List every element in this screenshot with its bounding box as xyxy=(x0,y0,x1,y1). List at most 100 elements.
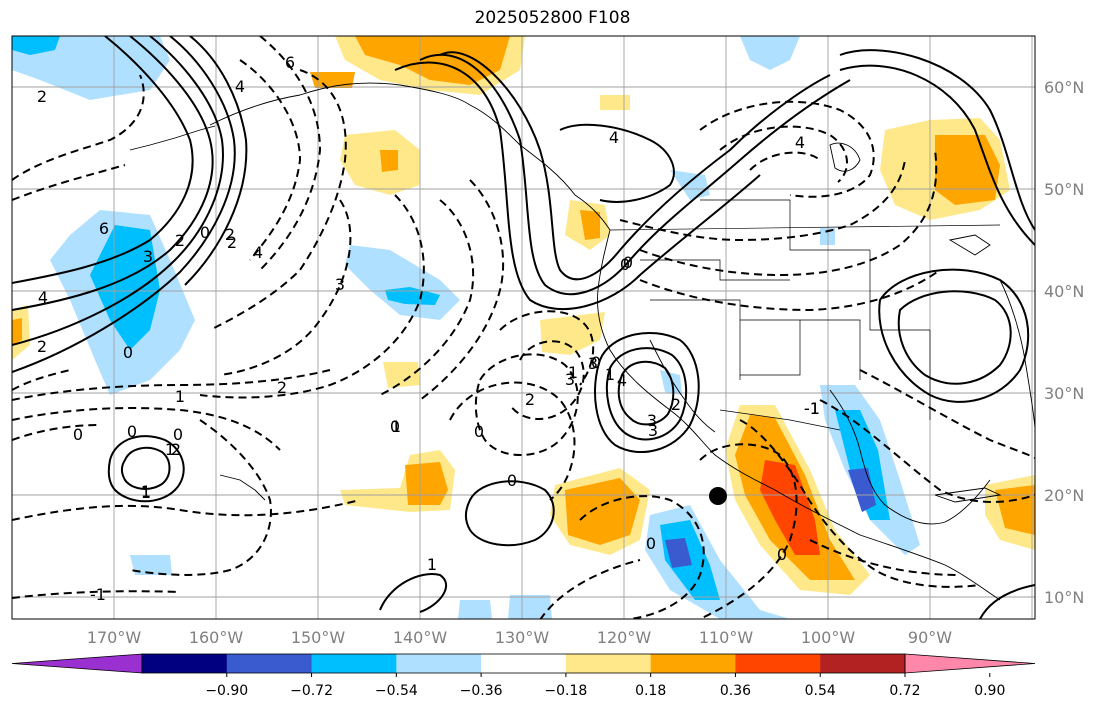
alaska-coast xyxy=(209,82,611,231)
pos-shade-coast-core xyxy=(580,210,600,240)
contour-label: 4 xyxy=(609,128,619,147)
neg-shade-canada xyxy=(670,170,710,200)
colorbar-label: −0.72 xyxy=(290,683,333,699)
contour-label: 2 xyxy=(671,395,681,414)
great-lakes xyxy=(948,234,991,256)
map-area xyxy=(12,36,1035,619)
pos-shade-small xyxy=(600,95,630,110)
contour-label: 0 xyxy=(623,253,633,272)
map-title: 2025052800 F108 xyxy=(474,8,631,28)
neg-shade-central xyxy=(345,245,460,320)
colorbar-label: −0.36 xyxy=(460,683,503,699)
contour-label: 6 xyxy=(99,219,109,238)
contour-label: 1 xyxy=(427,555,437,574)
contour-label: 1 xyxy=(605,365,615,384)
baja-peninsula xyxy=(649,339,716,433)
contour-label: 0 xyxy=(123,343,133,362)
pos-shade-mexico-strong xyxy=(760,460,820,555)
contour-label: 0 xyxy=(646,534,656,553)
longitude-labels: 170°W 160°W 150°W 140°W 130°W 120°W 110°… xyxy=(87,628,952,647)
contour-label: 2 xyxy=(37,337,47,356)
contour-label: 1 xyxy=(141,483,151,502)
neg-shade-gulf-mid xyxy=(835,410,890,520)
storm-marker xyxy=(709,487,727,505)
colorbar-label: 0.18 xyxy=(635,683,666,699)
contour-label: 1 xyxy=(568,363,578,382)
pacific-coast xyxy=(597,229,1001,601)
neg-shade-small-2 xyxy=(458,600,492,619)
lon-label: 100°W xyxy=(801,628,856,647)
colorbar-segment xyxy=(735,654,821,673)
contour-label: 0 xyxy=(127,422,137,441)
contour-label: 4 xyxy=(617,371,627,390)
colorbar-segment xyxy=(311,654,397,673)
colorbar-label: 0.54 xyxy=(805,683,836,699)
lon-label: 160°W xyxy=(189,628,244,647)
contour-label: 4 xyxy=(235,77,245,96)
contour-label: 2 xyxy=(175,231,185,250)
contour-label: 2 xyxy=(37,87,47,106)
colorbar-extend-high xyxy=(904,653,1036,674)
neg-shade-baja xyxy=(660,370,682,395)
contour-label: 0 xyxy=(777,545,787,564)
contour-label: 2 xyxy=(227,233,237,252)
neg-shade-south-strong xyxy=(665,538,692,568)
contour-label: 3 xyxy=(647,411,657,430)
colorbar-segment xyxy=(565,654,652,673)
neg-shade-small-3 xyxy=(508,595,552,619)
colorbar-segment xyxy=(142,654,228,673)
contour-label: 0 xyxy=(620,255,630,274)
contour-label: 2 xyxy=(171,440,181,459)
pos-shade-mid xyxy=(340,130,420,195)
gulf-coast xyxy=(829,389,991,525)
lon-label: 130°W xyxy=(495,628,550,647)
contour-label: 3 xyxy=(335,275,345,294)
contour-label: 0 xyxy=(200,223,210,242)
neg-shade-alaska xyxy=(740,36,800,70)
colorbar-label: 0.90 xyxy=(974,683,1005,699)
pos-shade-west-edge-mid xyxy=(12,318,22,345)
contour-label: 1 xyxy=(141,482,151,501)
neg-shade-east-edge xyxy=(820,228,835,245)
colorbar-segment xyxy=(396,654,482,673)
map-frame xyxy=(11,35,1036,620)
contour-label: -1 xyxy=(804,399,820,418)
colorbar-segment xyxy=(650,654,736,673)
colorbar-segment xyxy=(820,654,906,673)
neg-shade-nw-mid xyxy=(12,36,60,55)
shading-layer xyxy=(12,36,1035,619)
contour-label: 0 xyxy=(173,425,183,444)
contour-label: 3 xyxy=(565,370,575,389)
colorbar-segment xyxy=(226,654,313,673)
dashed-contours xyxy=(12,36,1035,619)
contour-label: 3 xyxy=(648,421,658,440)
pos-shade-hawaii-east-mid xyxy=(405,462,448,505)
colorbar: −0.90 −0.72 −0.54 −0.36 −0.18 0.18 0.36 0.54 0.7… xyxy=(11,653,1036,699)
lat-label: 40°N xyxy=(1044,282,1084,301)
pos-shade-central-south-mid xyxy=(565,478,640,545)
neg-shade-central-mid xyxy=(385,287,440,305)
hudson-bay xyxy=(829,142,861,172)
borders xyxy=(609,199,1001,431)
contour-label: 0 xyxy=(591,353,601,372)
contour-label: 1 xyxy=(165,440,175,459)
neg-shade-small-1 xyxy=(130,555,172,575)
lon-label: 110°W xyxy=(699,628,754,647)
colorbar-frame xyxy=(141,653,906,674)
colorbar-label: 0.72 xyxy=(889,683,920,699)
neg-shade-west-mid xyxy=(90,225,160,350)
contour-label: 3 xyxy=(143,247,153,266)
contour-label: 0 xyxy=(73,425,83,444)
pos-shade-mid-core xyxy=(380,150,398,172)
contour-label: 3 xyxy=(588,354,598,373)
lat-label: 20°N xyxy=(1044,486,1084,505)
colorbar-label: −0.18 xyxy=(544,683,587,699)
lat-label: 60°N xyxy=(1044,78,1084,97)
colorbar-label: −0.54 xyxy=(375,683,418,699)
contour-label: 2 xyxy=(525,390,535,409)
solid-contours xyxy=(12,36,1035,619)
lon-label: 170°W xyxy=(87,628,142,647)
pos-shade-north-mid xyxy=(355,36,510,85)
